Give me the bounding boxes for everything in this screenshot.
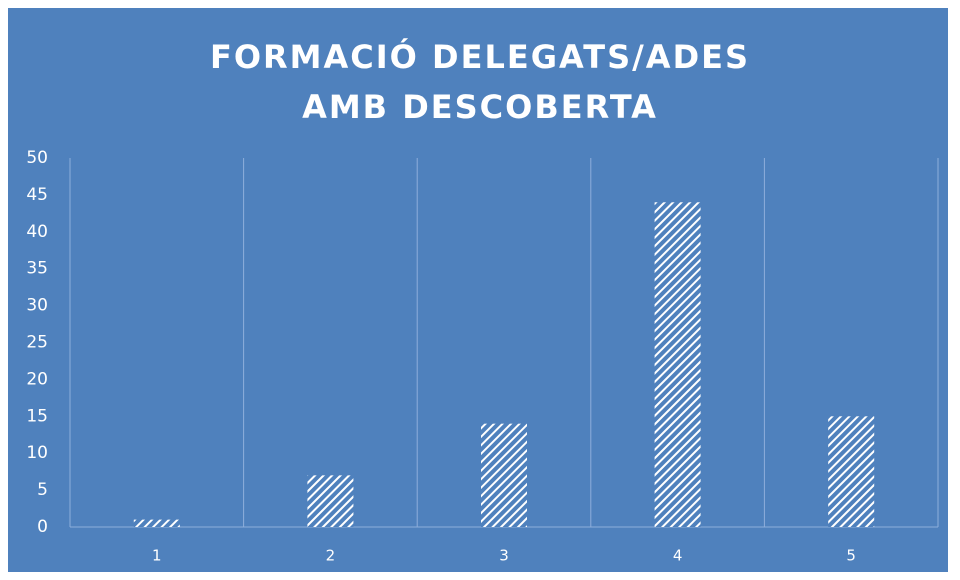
x-tick-label: 1 bbox=[152, 547, 162, 565]
bar bbox=[481, 423, 527, 527]
y-tick-label: 30 bbox=[26, 296, 48, 316]
y-tick-label: 0 bbox=[37, 517, 48, 537]
y-tick-label: 15 bbox=[26, 406, 48, 426]
y-tick-label: 20 bbox=[26, 369, 48, 389]
bar bbox=[307, 475, 354, 527]
y-tick-label: 10 bbox=[26, 443, 48, 463]
x-tick-label: 5 bbox=[846, 547, 856, 565]
y-tick-label: 45 bbox=[26, 185, 48, 205]
bar bbox=[828, 416, 875, 527]
y-tick-label: 25 bbox=[26, 333, 48, 353]
chart-background bbox=[8, 8, 948, 572]
y-tick-label: 50 bbox=[26, 148, 48, 168]
x-tick-label: 4 bbox=[673, 547, 683, 565]
y-tick-label: 5 bbox=[37, 480, 48, 500]
chart-title: FORMACIÓ DELEGATS/ADES AMB DESCOBERTA bbox=[209, 38, 751, 126]
y-tick-label: 35 bbox=[26, 259, 48, 279]
bar bbox=[133, 519, 180, 527]
y-tick-label: 40 bbox=[26, 222, 48, 242]
bar bbox=[654, 202, 701, 527]
x-tick-label: 2 bbox=[326, 547, 336, 565]
x-tick-label: 3 bbox=[499, 547, 509, 565]
